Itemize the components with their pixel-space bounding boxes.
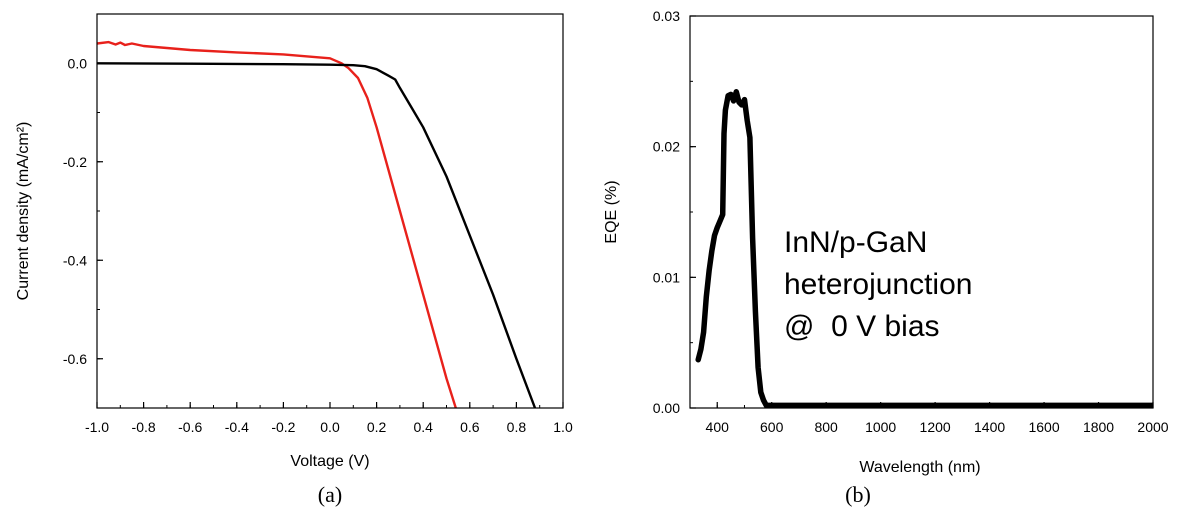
chart-b-annotation-line-1: InN/p-GaN [784, 226, 927, 259]
chart-a-lines [97, 40, 537, 408]
chart-a-xtick-label: -0.4 [225, 419, 249, 435]
chart-b-ytick-label: 0.03 [653, 8, 680, 24]
chart-a-frame [96, 13, 564, 409]
chart-b: 400 600 800 1000 1200 1400 1600 1800 2000 0.000.… [603, 8, 1169, 507]
chart-b-ytick-label: 0.00 [653, 400, 680, 416]
chart-a-ytick-label: -0.2 [63, 154, 87, 170]
chart-a: -1.0 -0.8 -0.6 -0.4 -0.2 0.0 0.2 0.4 0.6 0.8 1.0 0… [15, 13, 573, 507]
chart-b-series-1-line [695, 89, 1153, 408]
chart-a-xticks: -1.0 -0.8 -0.6 -0.4 -0.2 0.0 0.2 0.4 0.6 0.8 1.0 [85, 402, 573, 435]
chart-a-ytick-label: -0.6 [63, 351, 87, 367]
chart-b-ylabel: EQE (%) [603, 180, 620, 243]
chart-a-xtick-label: -0.8 [132, 419, 156, 435]
chart-b-xticks: 400 600 800 1000 1200 1400 1600 1800 2000 [689, 402, 1169, 435]
chart-b-ytick-label: 0.01 [653, 269, 680, 285]
chart-b-annotation-line-3: @ 0 V bias [784, 310, 940, 343]
chart-a-series-1-line [97, 40, 457, 408]
chart-a-xtick-label: 0.8 [507, 419, 527, 435]
chart-b-xtick-label: 800 [814, 419, 838, 435]
chart-b-annotation-line-2: heterojunction [784, 268, 972, 301]
chart-b-xtick-label: 1800 [1083, 419, 1114, 435]
chart-b-xtick-label: 1400 [974, 419, 1005, 435]
chart-a-xtick-label: 0.6 [460, 419, 480, 435]
chart-b-lines [695, 89, 1153, 408]
chart-b-xtick-label: 2000 [1137, 419, 1168, 435]
chart-a-ytick-label: 0.0 [68, 55, 88, 71]
chart-a-ylabel: Current density (mA/cm²) [15, 122, 32, 301]
chart-a-xtick-label: 1.0 [553, 419, 573, 435]
chart-a-series-2-line [97, 62, 537, 408]
chart-a-xtick-label: -0.2 [271, 419, 295, 435]
chart-b-panel-label: (b) [845, 482, 871, 507]
chart-a-xtick-label: 0.0 [320, 419, 340, 435]
chart-b-xtick-label: 1600 [1028, 419, 1059, 435]
chart-b-xlabel: Wavelength (nm) [859, 459, 980, 476]
chart-a-panel-label: (a) [318, 482, 342, 507]
chart-a-xtick-label: -0.6 [178, 419, 202, 435]
chart-a-xlabel: Voltage (V) [290, 453, 369, 470]
chart-a-ytick-label: -0.4 [63, 252, 87, 268]
chart-b-xtick-label: 600 [760, 419, 784, 435]
chart-a-xtick-label: -1.0 [85, 419, 109, 435]
chart-b-xtick-label: 400 [706, 419, 730, 435]
chart-a-xtick-label: 0.4 [413, 419, 433, 435]
chart-b-yticks: 0.00 0.01 0.02 0.03 [653, 8, 696, 416]
chart-b-xtick-label: 1000 [865, 419, 896, 435]
chart-a-yticks: 0.0 -0.2 -0.4 -0.6 [63, 13, 103, 409]
chart-b-xtick-label: 1200 [920, 419, 951, 435]
chart-b-ytick-label: 0.02 [653, 139, 680, 155]
chart-a-xtick-label: 0.2 [367, 419, 387, 435]
